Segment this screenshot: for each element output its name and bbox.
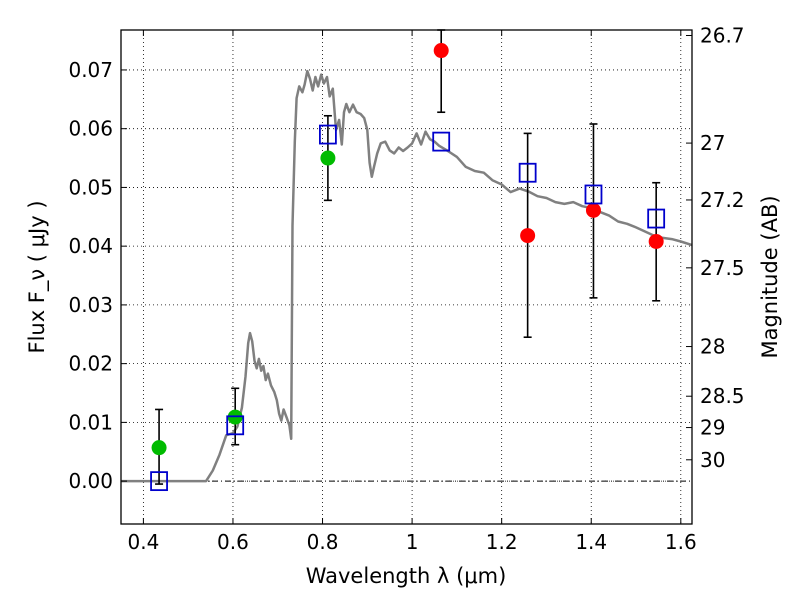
data-point-square — [319, 124, 337, 145]
data-markers — [150, 43, 666, 492]
data-point-square — [518, 162, 537, 183]
y-tick-label: 0.04 — [68, 234, 113, 258]
right-axis-title: Magnitude (AB) — [758, 195, 782, 358]
right-tick-label: 30 — [700, 448, 725, 472]
axis-ticks: 0.4 0.6 0.8 1 1.2 1.4 1.6 0.00 0.01 0.02 0.03 0.04 0… — [68, 24, 744, 554]
plot-background — [121, 30, 692, 524]
data-point-circle — [648, 233, 664, 249]
data-point-square — [432, 131, 451, 152]
y-tick-label: 0.07 — [68, 58, 113, 82]
spectrum-line — [121, 69, 692, 483]
x-tick-label: 1.2 — [486, 530, 518, 554]
x-tick-label: 0.4 — [127, 530, 159, 554]
x-tick-label: 0.8 — [307, 530, 339, 554]
x-tick-label: 1.6 — [665, 530, 697, 554]
right-tick-label: 28.5 — [700, 384, 745, 408]
data-point-circle — [585, 202, 601, 218]
right-tick-label: 27 — [700, 131, 725, 155]
y-tick-label: 0.02 — [68, 352, 113, 376]
x-tick-label: 1.4 — [575, 530, 607, 554]
data-point-square — [150, 471, 168, 492]
y-tick-label: 0.05 — [68, 175, 113, 199]
right-tick-label: 28 — [700, 335, 725, 359]
data-point-square — [584, 184, 603, 205]
y-tick-label: 0.06 — [68, 117, 113, 141]
y-tick-label: 0.03 — [68, 293, 113, 317]
data-point-circle — [520, 228, 536, 244]
right-tick-label: 27.2 — [700, 188, 745, 212]
y-axis-title: Flux F_ν ( μJy ) — [25, 200, 50, 353]
x-tick-label: 1 — [406, 530, 419, 554]
data-point-square — [226, 415, 245, 436]
x-tick-label: 0.6 — [217, 530, 249, 554]
y-tick-label: 0.01 — [68, 410, 113, 434]
right-tick-label: 29 — [700, 416, 725, 440]
right-tick-label: 27.5 — [700, 256, 745, 280]
data-point-circle — [151, 440, 167, 456]
data-point-square — [647, 208, 666, 229]
plot-frame — [120, 29, 693, 525]
data-point-circle — [320, 150, 336, 166]
y-tick-label: 0.00 — [68, 469, 113, 493]
x-axis-title: Wavelength λ (μm) — [306, 564, 507, 588]
right-tick-label: 26.7 — [700, 24, 745, 48]
model-spectrum — [121, 69, 692, 483]
data-point-circle — [433, 43, 449, 59]
